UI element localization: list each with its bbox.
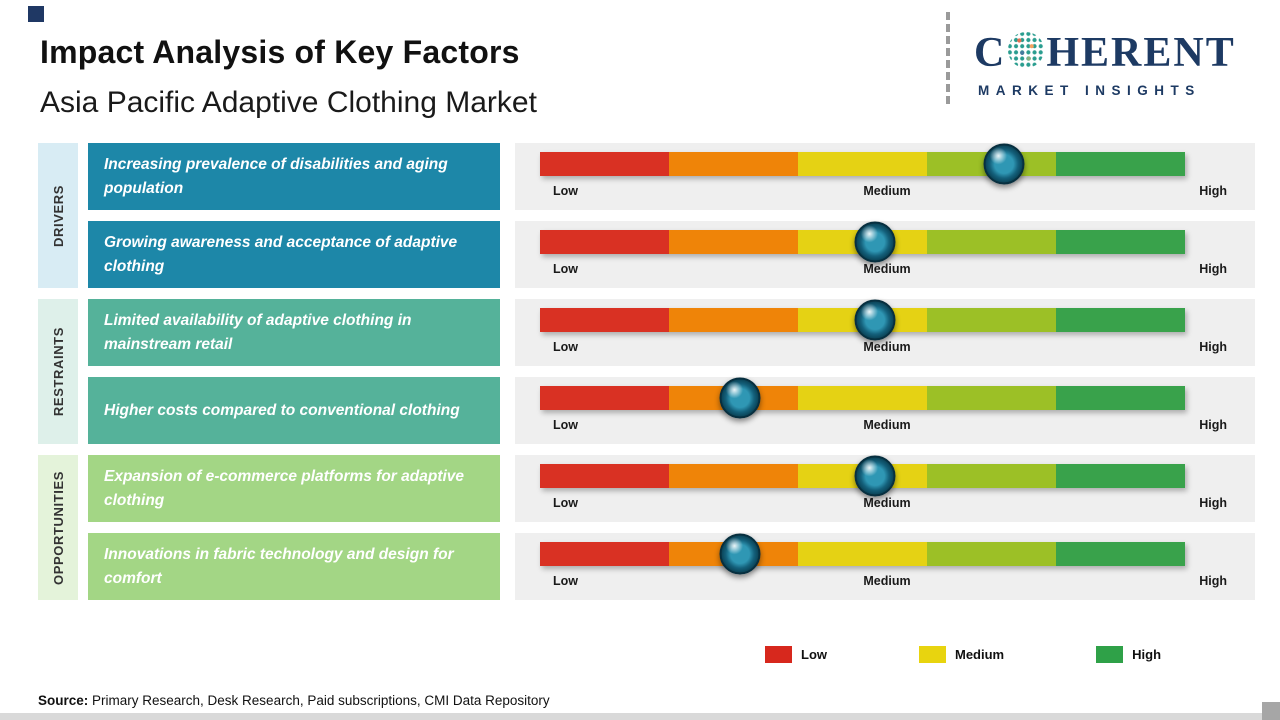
impact-bar: Low Medium High (515, 533, 1255, 600)
group-label-text: OPPORTUNITIES (50, 470, 66, 585)
bar-scale-label-low: Low (553, 340, 578, 354)
bar-scale-label-low: Low (553, 496, 578, 510)
slider-knob[interactable] (854, 299, 896, 341)
factor-row: Higher costs compared to conventional cl… (88, 377, 1255, 444)
impact-bar-track (540, 299, 1185, 341)
factor-group: RESTRAINTS Limited availability of adapt… (38, 299, 1255, 444)
factor-label: Innovations in fabric technology and des… (88, 533, 500, 600)
bar-scale-label-low: Low (553, 262, 578, 276)
logo-word-start: C (974, 30, 1007, 76)
corner-accent-top-left (28, 6, 44, 22)
factor-label-text: Expansion of e-commerce platforms for ad… (104, 468, 465, 509)
logo-dashed-divider (946, 12, 950, 104)
logo-word-end: HERENT (1046, 30, 1236, 76)
logo-tagline: MARKET INSIGHTS (978, 83, 1201, 98)
legend: Low Medium High (765, 646, 1161, 663)
page-title: Impact Analysis of Key Factors (40, 34, 520, 70)
legend-item: High (1096, 646, 1161, 663)
source-text: Primary Research, Desk Research, Paid su… (88, 693, 550, 708)
impact-bar: Low Medium High (515, 299, 1255, 366)
impact-bar-track (540, 455, 1185, 497)
bar-scale-label-low: Low (553, 418, 578, 432)
bar-scale-label-medium: Medium (863, 262, 911, 276)
corner-accent-bottom-right (1262, 702, 1280, 720)
bar-scale-label-low: Low (553, 574, 578, 588)
factor-label-text: Limited availability of adaptive clothin… (104, 312, 412, 353)
factor-label: Limited availability of adaptive clothin… (88, 299, 500, 366)
group-label: RESTRAINTS (38, 299, 78, 444)
slider-knob[interactable] (854, 455, 896, 497)
impact-bar: Low Medium High (515, 455, 1255, 522)
impact-bar: Low Medium High (515, 143, 1255, 210)
bar-scale-label-medium: Medium (863, 184, 911, 198)
bar-scale-label-low: Low (553, 184, 578, 198)
group-rows: Expansion of e-commerce platforms for ad… (88, 455, 1255, 600)
logo-globe-icon (1007, 31, 1045, 77)
source-label: Source: (38, 693, 89, 708)
factor-label-text: Increasing prevalence of disabilities an… (104, 156, 448, 197)
legend-label: Low (801, 647, 827, 662)
group-rows: Limited availability of adaptive clothin… (88, 299, 1255, 444)
slider-knob[interactable] (854, 221, 896, 263)
impact-bar-track (540, 377, 1185, 419)
legend-label: High (1132, 647, 1162, 662)
legend-item: Low (765, 646, 827, 663)
group-label: OPPORTUNITIES (38, 455, 78, 600)
bar-scale-label-medium: Medium (863, 340, 911, 354)
page-subtitle: Asia Pacific Adaptive Clothing Market (40, 86, 537, 119)
bar-scale-label-high: High (1199, 496, 1227, 510)
group-rows: Increasing prevalence of disabilities an… (88, 143, 1255, 288)
impact-bar-track (540, 143, 1185, 185)
factor-label: Expansion of e-commerce platforms for ad… (88, 455, 500, 522)
slider-knob[interactable] (983, 143, 1025, 185)
bar-scale-label-high: High (1199, 262, 1227, 276)
legend-label: Medium (955, 647, 1005, 662)
factor-label: Growing awareness and acceptance of adap… (88, 221, 500, 288)
bar-scale-label-high: High (1199, 574, 1227, 588)
legend-swatch (1096, 646, 1124, 663)
factor-label-text: Higher costs compared to conventional cl… (104, 401, 460, 419)
bar-scale-label-high: High (1199, 340, 1227, 354)
bar-scale-label-medium: Medium (863, 574, 911, 588)
factor-group: DRIVERS Increasing prevalence of disabil… (38, 143, 1255, 288)
bar-scale-label-medium: Medium (863, 418, 911, 432)
factor-label-text: Innovations in fabric technology and des… (104, 546, 454, 587)
impact-chart: DRIVERS Increasing prevalence of disabil… (38, 143, 1255, 600)
slider-knob[interactable] (719, 533, 761, 575)
factor-row: Growing awareness and acceptance of adap… (88, 221, 1255, 288)
impact-bar-track (540, 221, 1185, 263)
impact-bar: Low Medium High (515, 377, 1255, 444)
bottom-strip (0, 713, 1280, 720)
bar-scale-label-high: High (1199, 184, 1227, 198)
bar-scale-label-medium: Medium (863, 496, 911, 510)
group-label-text: DRIVERS (50, 184, 66, 247)
brand-logo: C HERENT MARKET INSIGHTS (974, 30, 1236, 98)
bar-scale-label-high: High (1199, 418, 1227, 432)
factor-row: Innovations in fabric technology and des… (88, 533, 1255, 600)
group-label: DRIVERS (38, 143, 78, 288)
factor-row: Increasing prevalence of disabilities an… (88, 143, 1255, 210)
group-label-text: RESTRAINTS (50, 326, 66, 417)
legend-swatch (765, 646, 792, 663)
factor-label: Higher costs compared to conventional cl… (88, 377, 500, 444)
factor-group: OPPORTUNITIES Expansion of e-commerce pl… (38, 455, 1255, 600)
slider-knob[interactable] (719, 377, 761, 419)
logo-wordmark: C HERENT (974, 30, 1236, 76)
source-line: Source: Primary Research, Desk Research,… (38, 693, 550, 708)
factor-label: Increasing prevalence of disabilities an… (88, 143, 500, 210)
factor-label-text: Growing awareness and acceptance of adap… (104, 234, 458, 275)
factor-row: Limited availability of adaptive clothin… (88, 299, 1255, 366)
legend-item: Medium (919, 646, 1004, 663)
factor-row: Expansion of e-commerce platforms for ad… (88, 455, 1255, 522)
impact-bar: Low Medium High (515, 221, 1255, 288)
legend-swatch (919, 646, 946, 663)
impact-bar-track (540, 533, 1185, 575)
